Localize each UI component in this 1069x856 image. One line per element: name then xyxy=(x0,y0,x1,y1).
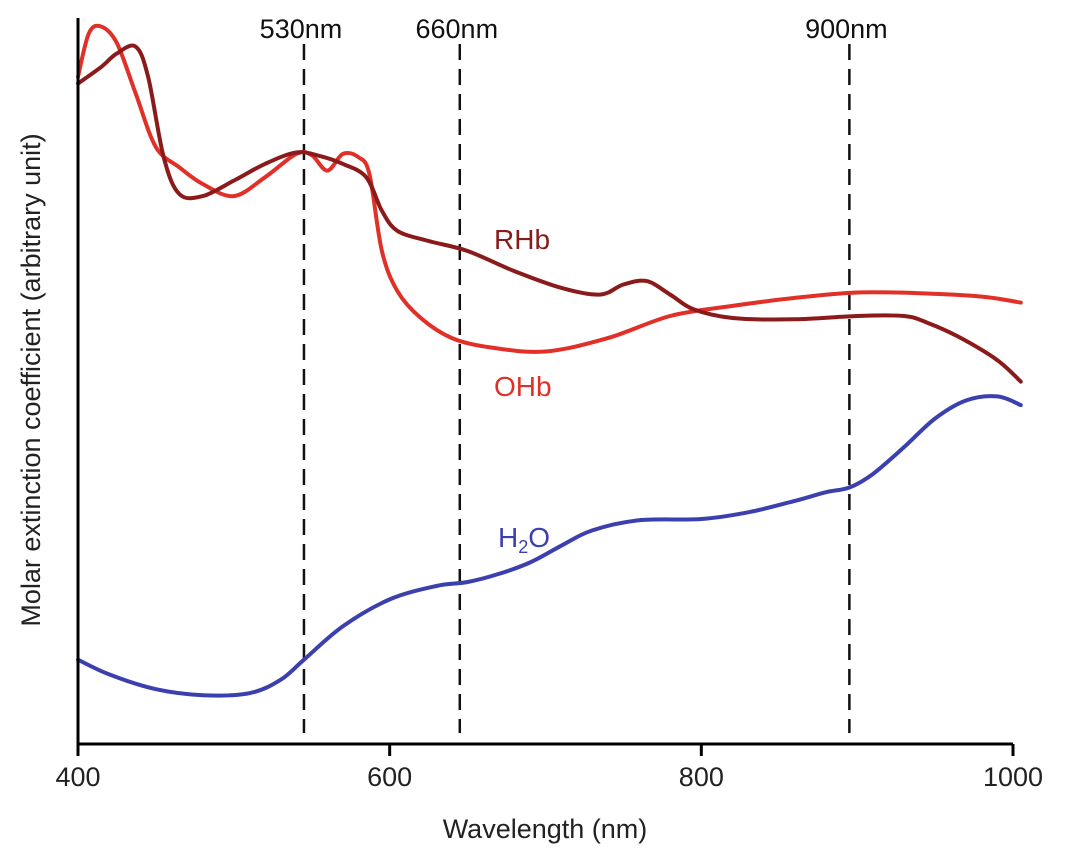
wavelength-marker-group: 530nm 660nm 900nm xyxy=(260,14,888,733)
series-line-rhb xyxy=(76,43,1023,384)
series-group xyxy=(76,23,1023,698)
marker-label: 530nm xyxy=(260,14,343,44)
marker-label: 660nm xyxy=(416,14,499,44)
series-line-h2o xyxy=(76,394,1023,698)
x-tick-label: 400 xyxy=(55,762,100,792)
axis-group xyxy=(76,18,1013,746)
y-axis-title: Molar extinction coefficient (arbitrary … xyxy=(16,133,46,626)
series-label-h2o: H2O xyxy=(498,522,550,557)
x-tick-label: 1000 xyxy=(983,762,1043,792)
series-label-subscript: 2 xyxy=(518,537,528,557)
x-tick-label: 800 xyxy=(679,762,724,792)
series-label-tail: O xyxy=(528,522,550,553)
series-label-main: OHb xyxy=(494,371,552,402)
series-label-main: RHb xyxy=(494,224,550,255)
series-label-main: H xyxy=(498,522,518,553)
x-axis-title: Wavelength (nm) xyxy=(443,814,648,844)
x-tick-label: 600 xyxy=(367,762,412,792)
x-tick-group: 400 600 800 1000 xyxy=(55,744,1043,792)
series-line-ohb xyxy=(76,23,1023,354)
series-label-ohb: OHb xyxy=(494,371,552,402)
marker-label: 900nm xyxy=(805,14,888,44)
series-label-rhb: RHb xyxy=(494,224,550,255)
series-label-group: RHb OHb H2O xyxy=(494,224,552,557)
